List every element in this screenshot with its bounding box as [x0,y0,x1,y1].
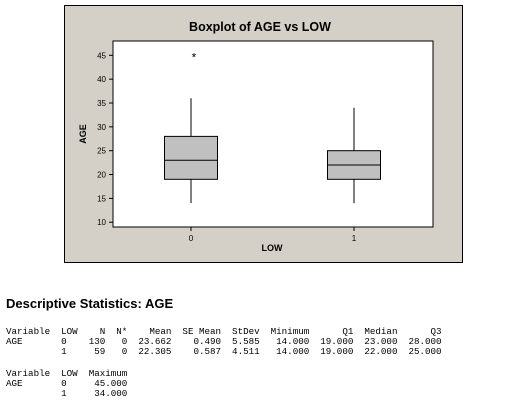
box-iqr [164,135,218,180]
stats-table1-row: AGE 0 130 0 23.662 0.490 5.585 14.000 19… [6,336,442,347]
stats-table1-row: 1 59 0 22.305 0.587 4.511 14.000 19.000 … [6,346,442,357]
x-tick-label: 1 [352,234,357,243]
plot-area [112,40,434,228]
stats-table2-row: 1 34.000 [6,388,128,399]
stats-table2-header: Variable LOW Maximum [6,368,128,379]
y-tick-label: 45 [97,51,106,60]
x-tick-label: 0 [189,234,194,243]
stats-table1-header: Variable LOW N N* Mean SE Mean StDev Min… [6,326,442,337]
y-tick-label: 10 [97,218,106,227]
stats-title: Descriptive Statistics: AGE [6,296,174,311]
y-tick-label: 40 [97,75,106,84]
outlier-marker: * [192,50,197,64]
x-axis-label: LOW [262,243,283,253]
graph-window: Boxplot of AGE vs LOW AGE LOW 10 15 20 25 30… [64,5,463,263]
boxplot-chart: Boxplot of AGE vs LOW AGE LOW 1015202530… [78,20,434,253]
stats-table2-row: AGE 0 45.000 [6,378,128,389]
chart-title: Boxplot of AGE vs LOW [189,20,331,34]
y-tick-label: 35 [97,99,106,108]
y-tick-label: 25 [97,147,106,156]
y-tick-label: 15 [97,194,106,203]
y-axis-label: AGE [78,124,88,144]
y-tick-label: 30 [97,123,106,132]
y-tick-label: 20 [97,171,106,180]
